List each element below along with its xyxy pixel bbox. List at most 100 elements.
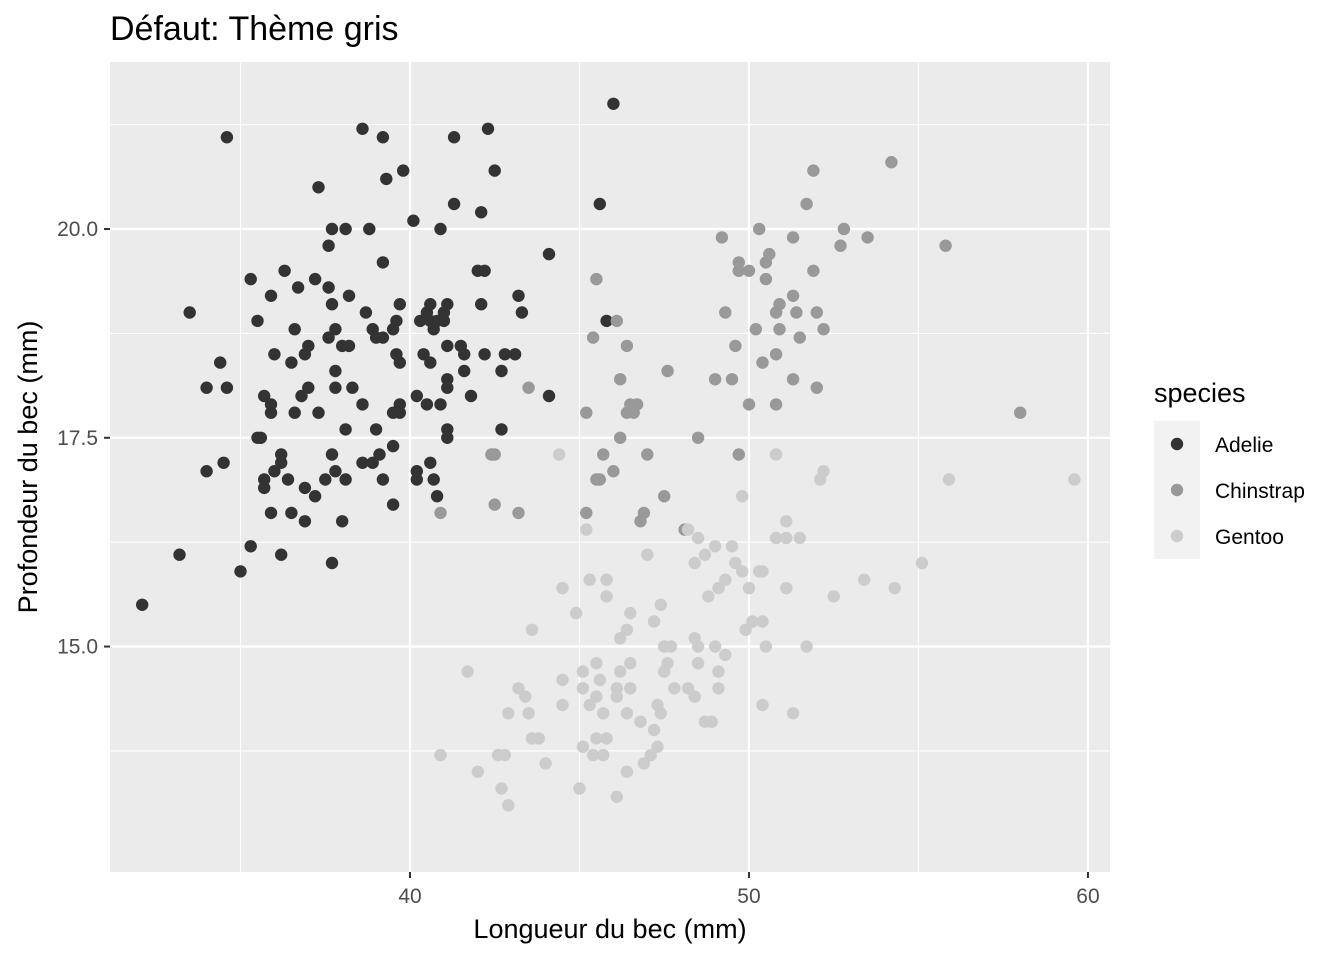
data-point-gentoo <box>620 623 634 636</box>
data-point-adelie <box>183 306 196 319</box>
data-point-adelie <box>217 456 230 469</box>
data-point-gentoo <box>620 765 634 778</box>
data-point-adelie <box>512 289 525 302</box>
data-point-gentoo <box>556 698 569 712</box>
legend-key-adelie <box>1170 437 1184 451</box>
data-point-adelie <box>291 281 305 294</box>
data-point-chinstrap <box>580 406 593 419</box>
data-point-adelie <box>298 481 312 495</box>
data-point-adelie <box>359 306 373 319</box>
data-point-adelie <box>325 556 339 570</box>
data-point-chinstrap <box>786 289 800 302</box>
data-point-adelie <box>220 381 234 394</box>
data-point-adelie <box>356 456 369 469</box>
data-point-gentoo <box>502 707 515 720</box>
data-point-adelie <box>298 348 312 361</box>
data-point-chinstrap <box>620 406 634 419</box>
data-point-chinstrap <box>759 272 773 286</box>
data-point-gentoo <box>664 640 678 653</box>
data-point-chinstrap <box>488 448 501 461</box>
data-point-gentoo <box>814 473 827 486</box>
data-point-gentoo <box>583 573 596 586</box>
data-point-gentoo <box>600 590 613 603</box>
grid-minor <box>110 62 1110 872</box>
data-point-adelie <box>308 272 322 286</box>
data-point-gentoo <box>573 782 586 795</box>
data-point-adelie <box>329 465 342 478</box>
data-point-chinstrap <box>522 381 535 394</box>
data-point-gentoo <box>858 573 871 586</box>
data-point-adelie <box>258 481 271 495</box>
data-point-chinstrap <box>512 506 525 520</box>
data-point-gentoo <box>461 665 474 678</box>
data-point-chinstrap <box>807 164 820 177</box>
data-point-adelie <box>441 339 454 353</box>
data-point-gentoo <box>624 606 637 620</box>
data-point-chinstrap <box>793 331 806 344</box>
data-point-gentoo <box>593 673 606 687</box>
data-point-adelie <box>475 298 488 311</box>
data-point-gentoo <box>691 657 705 670</box>
data-point-gentoo <box>641 548 654 561</box>
data-point-adelie <box>434 222 447 236</box>
data-point-adelie <box>329 323 342 336</box>
data-point-gentoo <box>553 448 566 461</box>
data-point-adelie <box>369 423 383 436</box>
data-point-chinstrap <box>837 222 851 236</box>
data-point-adelie <box>278 264 291 277</box>
data-point-gentoo <box>471 765 484 778</box>
data-point-chinstrap <box>786 373 800 386</box>
data-point-adelie <box>356 398 369 411</box>
data-point-gentoo <box>759 640 773 653</box>
data-point-adelie <box>420 398 434 411</box>
data-point-chinstrap <box>769 398 783 411</box>
data-point-gentoo <box>654 707 667 720</box>
data-point-chinstrap <box>1014 406 1027 419</box>
data-point-adelie <box>298 515 312 528</box>
data-point-gentoo <box>614 632 627 645</box>
data-point-adelie <box>281 473 295 486</box>
data-point-gentoo <box>590 657 603 670</box>
data-point-chinstrap <box>634 515 647 528</box>
data-point-adelie <box>424 356 437 369</box>
data-point-chinstrap <box>732 264 745 277</box>
data-point-chinstrap <box>658 490 671 503</box>
data-point-chinstrap <box>939 239 952 252</box>
legend-label: Adelie <box>1215 434 1273 457</box>
data-point-adelie <box>475 206 488 219</box>
data-point-gentoo <box>600 732 613 745</box>
data-point-gentoo <box>644 748 657 762</box>
data-point-adelie <box>417 348 430 361</box>
data-point-adelie <box>441 381 454 394</box>
data-point-gentoo <box>610 682 623 695</box>
data-point-adelie <box>339 423 352 436</box>
data-point-adelie <box>322 281 335 294</box>
data-point-gentoo <box>708 640 722 653</box>
data-point-gentoo <box>705 715 718 728</box>
data-point-adelie <box>373 448 386 461</box>
legend-label: Gentoo <box>1215 526 1284 549</box>
data-point-adelie <box>376 131 390 144</box>
data-point-gentoo <box>746 615 759 628</box>
data-point-adelie <box>427 473 440 486</box>
legend: species Adelie Chinstrap Gentoo <box>1154 378 1305 559</box>
data-point-gentoo <box>725 540 739 553</box>
data-point-chinstrap <box>753 222 766 236</box>
data-point-chinstrap <box>434 506 447 520</box>
data-point-gentoo <box>597 707 610 720</box>
data-point-adelie <box>258 389 271 403</box>
data-point-gentoo <box>780 581 793 595</box>
legend-label: Chinstrap <box>1215 480 1305 503</box>
data-point-gentoo <box>647 723 661 737</box>
data-point-adelie <box>342 289 356 302</box>
data-point-gentoo <box>495 782 508 795</box>
data-point-adelie <box>481 122 495 135</box>
data-point-adelie <box>200 465 213 478</box>
data-point-chinstrap <box>790 306 803 319</box>
data-point-gentoo <box>532 732 545 745</box>
data-point-chinstrap <box>661 364 674 378</box>
data-point-chinstrap <box>620 339 634 353</box>
data-point-chinstrap <box>769 306 783 319</box>
y-tick-label: 15.0 <box>57 636 98 659</box>
data-point-chinstrap <box>810 381 823 394</box>
